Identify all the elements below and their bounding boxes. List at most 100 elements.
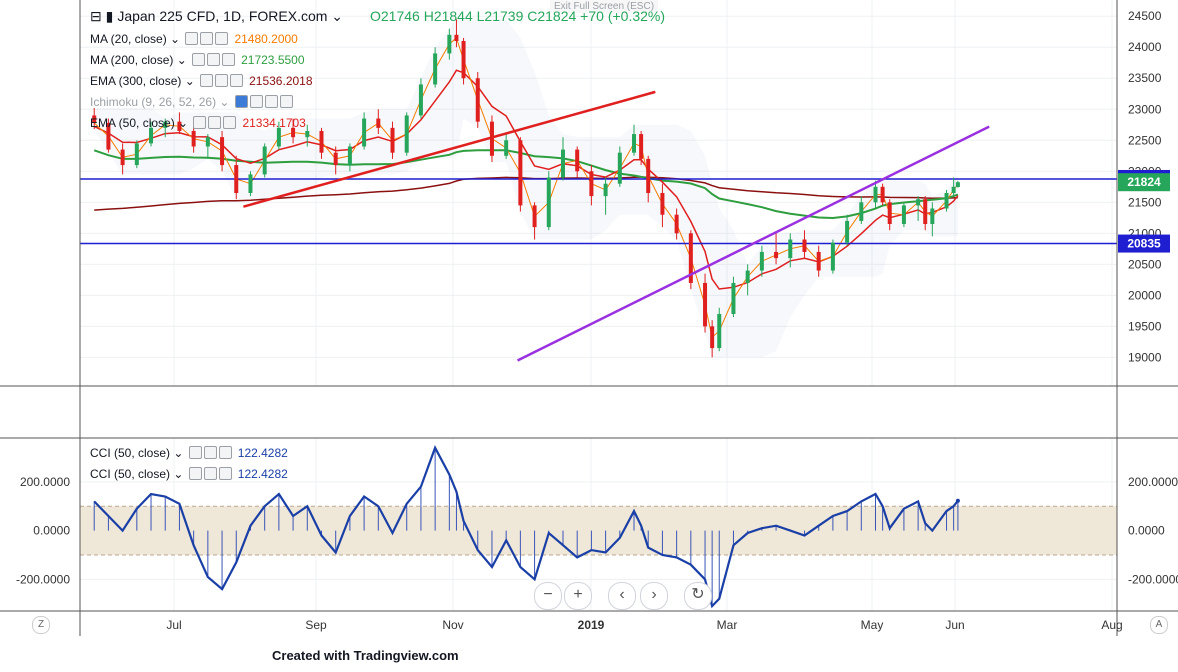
- candle-body: [560, 149, 565, 178]
- candle-body: [731, 282, 736, 314]
- candle-body: [774, 251, 779, 259]
- ohlc-readout: O21746 H21844 L21739 C21824 +70 (+0.32%): [370, 8, 666, 24]
- auto-scale-icon[interactable]: A: [1150, 616, 1168, 634]
- price-tick-label: 24500: [1128, 9, 1162, 23]
- candle-body: [92, 115, 97, 123]
- time-tick-label: Jun: [945, 618, 964, 632]
- symbol-title-text: Japan 225 CFD, 1D, FOREX.com: [117, 8, 328, 24]
- candle-body: [916, 199, 921, 206]
- cci-tick-label: 0.0000: [33, 524, 70, 538]
- candle-body: [589, 171, 594, 197]
- trendlines: [243, 90, 990, 362]
- price-tag-bg: [1118, 173, 1170, 192]
- price-tag-bg: [1118, 234, 1170, 253]
- zoom-toggle-icon[interactable]: Z: [32, 616, 50, 634]
- candle-body: [191, 130, 196, 147]
- candle-body: [930, 208, 935, 225]
- candle-body: [575, 149, 580, 172]
- candle-body: [816, 251, 821, 271]
- candle-body: [532, 205, 537, 228]
- candle-body: [504, 140, 509, 156]
- cci-band: [80, 506, 1117, 555]
- price-tick-label: 20000: [1128, 288, 1162, 302]
- candle-body: [475, 78, 480, 122]
- candles: [92, 19, 960, 358]
- candle-body: [802, 239, 807, 252]
- exit-fullscreen-hint[interactable]: Exit Full Screen (ESC): [550, 0, 659, 13]
- candle-body: [163, 121, 168, 128]
- candle-body: [845, 220, 850, 243]
- candle-body: [220, 137, 225, 166]
- indicator-value: 21536.2018: [249, 74, 313, 88]
- cci-last-point: [955, 498, 960, 503]
- price-tick-label: 20500: [1128, 257, 1162, 271]
- candle-body: [955, 182, 960, 188]
- price-tick-label: 23500: [1128, 71, 1162, 85]
- price-tag-label: 21824: [1127, 175, 1161, 189]
- ichimoku-cloud-area: [94, 19, 958, 358]
- candle-body: [418, 84, 423, 116]
- time-tick-label: Nov: [442, 618, 463, 632]
- indicator-value: 122.4282: [237, 467, 288, 481]
- indicator-ema300[interactable]: EMA (300, close) ⌄ 21536.2018: [90, 74, 313, 88]
- candle-body: [951, 186, 956, 193]
- price-tick-label: 19500: [1128, 319, 1162, 333]
- candle-body: [347, 146, 352, 166]
- symbol-title[interactable]: ⊟ ▮ Japan 225 CFD, 1D, FOREX.com ⌄: [90, 8, 344, 24]
- candle-body: [674, 214, 679, 234]
- indicator-label: CCI (50, close): [90, 446, 171, 460]
- indicator-label: Ichimoku (9, 26, 52, 26): [90, 95, 217, 109]
- candle-body: [632, 134, 637, 153]
- candle-body: [433, 53, 438, 85]
- time-tick-label: May: [861, 618, 884, 632]
- scroll-right-button[interactable]: ›: [640, 582, 668, 610]
- candle-body: [873, 186, 878, 203]
- candle-body: [944, 193, 949, 209]
- candle-body: [205, 137, 210, 147]
- indicator-ma20[interactable]: MA (20, close) ⌄ 21480.2000: [90, 32, 298, 46]
- candle-body: [461, 41, 466, 79]
- price-tick-label: 24000: [1128, 40, 1162, 54]
- indicator-ichimoku[interactable]: Ichimoku (9, 26, 52, 26) ⌄: [90, 95, 293, 109]
- zoom-out-button[interactable]: −: [534, 582, 562, 610]
- candle-body: [276, 127, 281, 147]
- candle-body: [362, 118, 367, 147]
- candle-body: [603, 183, 608, 197]
- trendline: [516, 125, 990, 362]
- indicator-label: MA (20, close): [90, 32, 167, 46]
- reset-chart-button[interactable]: ↻: [684, 582, 712, 610]
- horizontal-lines: [80, 178, 1117, 245]
- candle-body: [901, 205, 906, 225]
- candle-body: [390, 127, 395, 153]
- indicator-cci-2[interactable]: CCI (50, close) ⌄ 122.4282: [90, 467, 288, 481]
- candle-body: [120, 149, 125, 166]
- scroll-left-button[interactable]: ‹: [608, 582, 636, 610]
- price-tags: 218762182420835: [955, 169, 1170, 503]
- candle-body: [177, 121, 182, 131]
- candle-body: [788, 239, 793, 259]
- candle-body: [234, 165, 239, 193]
- zoom-in-button[interactable]: +: [564, 582, 592, 610]
- indicator-ma200[interactable]: MA (200, close) ⌄ 21723.5500: [90, 53, 305, 67]
- candle-body: [688, 233, 693, 283]
- candle-body: [134, 143, 139, 166]
- ma20-line: [93, 37, 959, 339]
- candle-body: [106, 122, 111, 150]
- indicator-cci-1[interactable]: CCI (50, close) ⌄ 122.4282: [90, 446, 288, 460]
- cci-tick-label: -200.0000: [1128, 572, 1178, 586]
- price-tick-label: 23000: [1128, 102, 1162, 116]
- indicator-label: MA (200, close): [90, 53, 174, 67]
- time-tick-label: 2019: [578, 618, 605, 632]
- candle-body: [319, 130, 324, 153]
- candle-body: [859, 202, 864, 221]
- time-tick-label: Sep: [305, 618, 327, 632]
- indicator-ema50[interactable]: EMA (50, close) ⌄ 21334.1703: [90, 116, 306, 130]
- cci-tick-label: 200.0000: [20, 475, 70, 489]
- candle-body: [489, 121, 494, 156]
- candle-body: [923, 199, 928, 225]
- candle-body: [546, 177, 551, 228]
- cci-tick-label: -200.0000: [16, 572, 70, 586]
- time-tick-label: Aug: [1101, 618, 1122, 632]
- indicator-value: 21723.5500: [241, 53, 305, 67]
